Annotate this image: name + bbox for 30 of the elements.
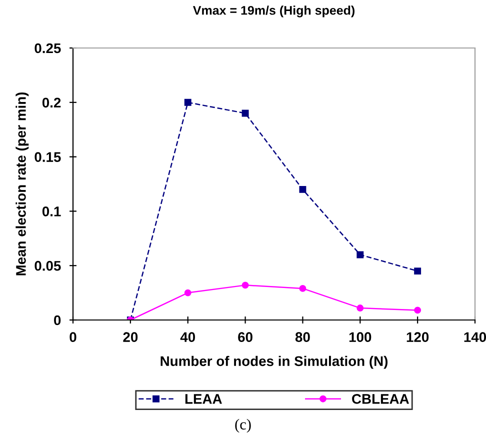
y-tick-label: 0.05 (34, 260, 61, 271)
legend-label: CBLEAA (352, 394, 409, 404)
y-tick-label: 0 (54, 315, 61, 326)
legend-label: LEAA (185, 394, 222, 404)
point (184, 289, 192, 296)
point (184, 98, 192, 106)
chart-title: Vmax = 19m/s (High speed) (192, 6, 354, 18)
x-tick-label: 40 (180, 332, 196, 342)
x-tick-label: 80 (295, 332, 310, 342)
point (414, 268, 422, 275)
y-tick-label: 0.2 (42, 98, 61, 108)
x-tick-label: 0 (70, 332, 76, 342)
y-axis-title: Mean election rate (per min) (16, 92, 29, 276)
y-tick-label: 0.1 (42, 206, 61, 216)
x-tick-label: 140 (464, 332, 486, 342)
x-tick-label: 20 (123, 332, 138, 342)
x-tick-label: 60 (238, 332, 252, 342)
x-tick-label: 100 (349, 332, 372, 342)
point (356, 251, 364, 258)
y-tick-label: 0.15 (34, 152, 61, 162)
y-tick-label: 0.25 (34, 43, 61, 54)
x-axis-title: Number of nodes in Simulation (N) (160, 356, 388, 369)
point (299, 186, 306, 193)
point (242, 110, 249, 117)
point (414, 306, 422, 314)
x-tick-label: 120 (406, 332, 429, 342)
text: (c) (235, 418, 251, 433)
point (299, 284, 306, 292)
point (356, 304, 364, 312)
point (242, 282, 249, 289)
